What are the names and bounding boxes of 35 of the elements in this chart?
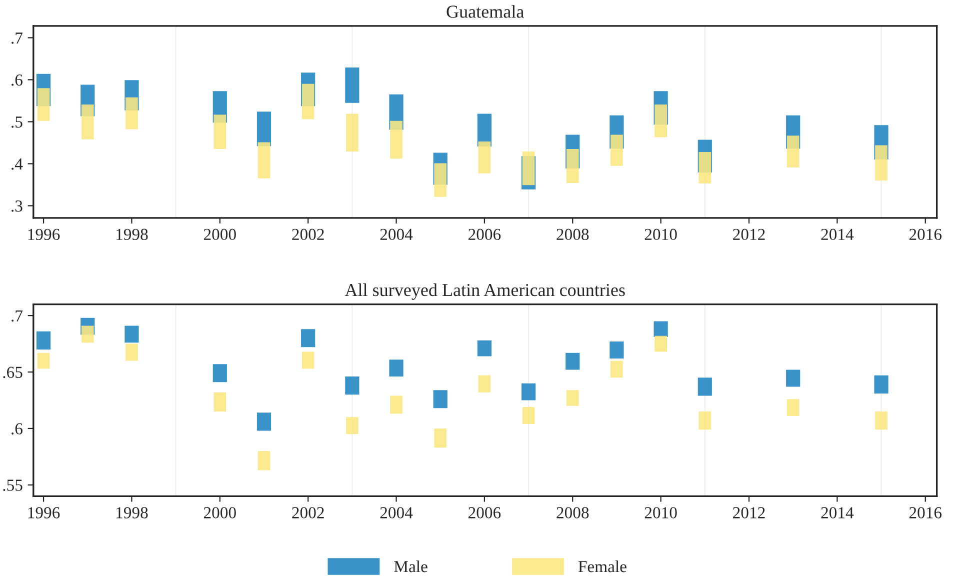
chart-title: Guatemala [446, 5, 524, 18]
y-tick-label: .55 [3, 480, 22, 491]
y-tick-label: .7 [12, 310, 22, 322]
x-tick-label: 2004 [380, 507, 413, 518]
x-tick-label: 2006 [468, 228, 501, 240]
x-tick-label: 2014 [821, 507, 854, 518]
y-tick-label: .5 [12, 116, 22, 128]
x-tick-label: 2014 [821, 228, 854, 240]
x-tick-label: 2004 [380, 228, 413, 240]
y-tick-label: .65 [3, 366, 22, 378]
x-tick-label: 2016 [909, 228, 942, 240]
x-tick-label: 2008 [556, 507, 589, 518]
y-tick-label: .6 [12, 423, 22, 434]
y-tick-label: .7 [12, 32, 22, 44]
x-tick-label: 1996 [28, 228, 60, 240]
x-tick-label: 2000 [204, 228, 236, 240]
x-tick-label: 1996 [28, 507, 60, 518]
legend-label: Male [394, 560, 428, 572]
legend-label: Female [578, 560, 626, 572]
x-tick-label: 2012 [733, 228, 765, 240]
y-tick-label: .6 [12, 74, 22, 86]
x-tick-label: 2010 [644, 228, 677, 240]
x-tick-label: 2016 [909, 507, 942, 518]
x-tick-label: 1998 [116, 228, 148, 240]
x-tick-label: 2012 [733, 507, 765, 518]
y-tick-label: .4 [12, 158, 23, 170]
x-tick-label: 1998 [116, 507, 148, 518]
x-tick-label: 2010 [644, 507, 677, 518]
x-tick-label: 2002 [292, 507, 324, 518]
x-tick-label: 2000 [204, 507, 236, 518]
x-tick-label: 2002 [292, 228, 324, 240]
y-tick-label: .3 [12, 200, 22, 212]
chart-title: All surveyed Latin American countries [344, 283, 625, 300]
x-tick-label: 2008 [556, 228, 589, 240]
x-tick-label: 2006 [468, 507, 501, 518]
